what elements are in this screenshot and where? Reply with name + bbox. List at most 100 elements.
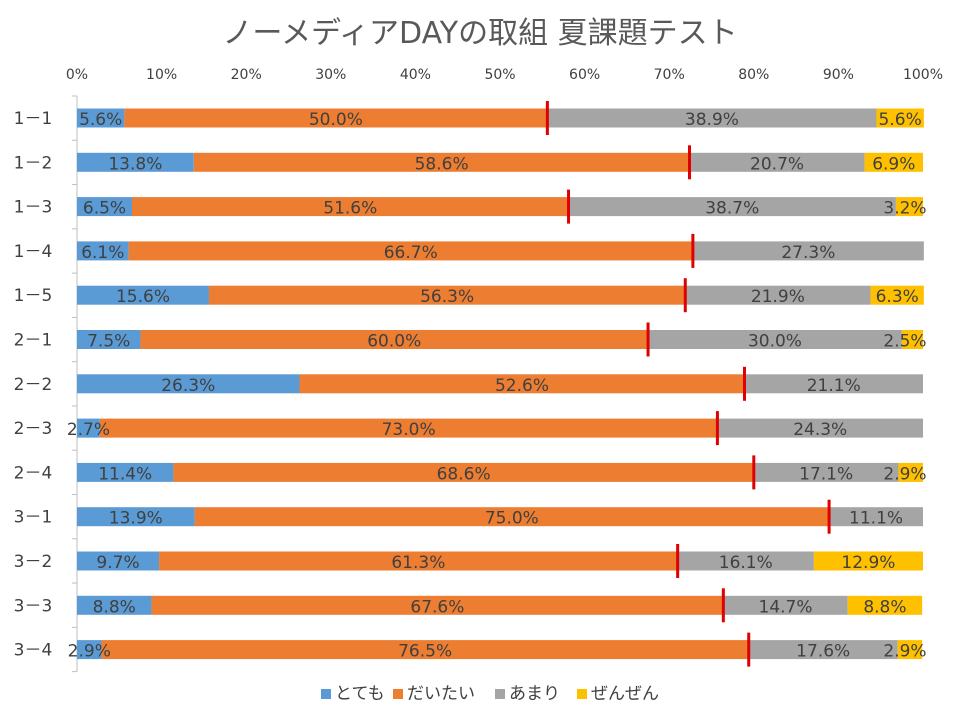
bar-segment (876, 108, 924, 128)
data-label: 26.3% (161, 376, 215, 396)
bar-segment (897, 640, 923, 660)
x-tick-label: 20% (231, 67, 262, 83)
data-label: 17.6% (796, 642, 850, 662)
bar-segment (77, 418, 100, 438)
bars (77, 108, 924, 660)
data-label: 75.0% (485, 509, 539, 529)
bar-segment (648, 330, 902, 349)
bar-segment (547, 108, 877, 128)
bar-segment (753, 462, 899, 482)
x-tick-label: 90% (823, 67, 854, 83)
bar-segment (77, 595, 152, 615)
data-label: 11.1% (849, 509, 903, 529)
data-label: 2.9% (68, 642, 111, 662)
category-label: 1－4 (14, 242, 53, 262)
data-label: 24.3% (793, 420, 847, 440)
bar-segment (99, 418, 718, 438)
data-label: 7.5% (87, 332, 130, 352)
x-tick-label: 70% (654, 67, 685, 83)
bar-segment (813, 551, 923, 571)
bar-segment (685, 285, 871, 305)
category-label: 2－3 (14, 419, 53, 439)
y-axis (72, 95, 78, 673)
bar-segment (128, 241, 693, 261)
data-label: 76.5% (398, 642, 452, 662)
data-label: 9.7% (96, 553, 139, 573)
data-label: 21.1% (807, 376, 861, 396)
data-label: 67.6% (410, 597, 464, 617)
bar-segment (77, 108, 125, 128)
data-label: 6.5% (83, 199, 126, 219)
data-labels: 5.6% 50.0% 38.9% 5.6% 13.8% 58.6% 20.7% 6.9% 6.5… (67, 110, 927, 662)
threshold-markers (545, 101, 831, 667)
data-label: 11.4% (98, 464, 152, 484)
data-label: 38.7% (705, 199, 759, 219)
bar-segment (847, 595, 923, 615)
data-label: 68.6% (437, 464, 491, 484)
bar-segment (748, 640, 898, 660)
legend-swatch (577, 689, 587, 699)
bar-segment (77, 285, 209, 305)
data-label: 52.6% (495, 376, 549, 396)
data-label: 2.7% (67, 420, 110, 440)
data-label: 12.9% (841, 553, 895, 573)
data-label: 14.7% (759, 597, 813, 617)
bar-segment (717, 418, 923, 438)
chart-title: ノーメディアDAYの取組 夏課題テスト (222, 16, 738, 51)
bar-segment (898, 462, 923, 482)
x-tick-label: 100% (903, 67, 943, 83)
bar-segment (895, 197, 923, 217)
bar-segment (77, 152, 194, 172)
bar-segment (77, 197, 132, 217)
bar-segment (77, 462, 174, 482)
legend: とても だいたい あまり ぜんぜん (321, 684, 659, 704)
legend-label: とても (335, 684, 385, 704)
category-labels: 1－1 1－2 1－3 1－4 1－5 2－1 2－2 2－3 2－4 3－1 3－2 3－3 3－4 (14, 109, 53, 661)
data-label: 50.0% (309, 110, 363, 130)
data-label: 5.6% (79, 110, 122, 130)
bar-segment (151, 595, 724, 615)
data-label: 20.7% (750, 154, 804, 174)
legend-swatch (393, 689, 403, 699)
category-label: 2－2 (14, 375, 53, 395)
bar-segment (77, 330, 141, 349)
data-label: 16.1% (719, 553, 773, 573)
category-label: 1－1 (14, 109, 53, 129)
x-tick-label: 50% (484, 67, 515, 83)
x-tick-label: 60% (569, 67, 600, 83)
data-label: 27.3% (781, 243, 835, 263)
x-tick-label: 10% (146, 67, 177, 83)
bar-segment (77, 374, 300, 394)
data-label: 2.5% (883, 332, 926, 352)
data-label: 66.7% (384, 243, 438, 263)
bar-segment (193, 152, 690, 172)
data-label: 58.6% (415, 154, 469, 174)
bar-segment (159, 551, 678, 571)
data-label: 3.2% (883, 199, 926, 219)
bar-segment (568, 197, 896, 217)
category-label: 1－5 (14, 286, 53, 306)
category-label: 3－1 (14, 508, 53, 528)
legend-label: あまり (509, 684, 560, 704)
data-label: 30.0% (748, 332, 802, 352)
bar-segment (299, 374, 745, 394)
bar-segment (677, 551, 814, 571)
x-tick-label: 40% (400, 67, 431, 83)
data-label: 38.9% (685, 110, 739, 130)
data-label: 21.9% (751, 287, 805, 307)
data-label: 13.9% (109, 509, 163, 529)
data-label: 13.8% (108, 154, 162, 174)
bar-segment (194, 507, 830, 527)
bar-segment (208, 285, 686, 305)
bar-segment (131, 197, 569, 217)
category-label: 3－3 (14, 596, 53, 616)
x-tick-label: 0% (66, 67, 88, 83)
bar-segment (901, 330, 923, 349)
data-label: 6.3% (876, 287, 919, 307)
legend-swatch (495, 689, 505, 699)
bar-segment (723, 595, 848, 615)
bar-segment (864, 152, 923, 172)
category-label: 2－1 (14, 331, 53, 351)
data-label: 60.0% (367, 332, 421, 352)
